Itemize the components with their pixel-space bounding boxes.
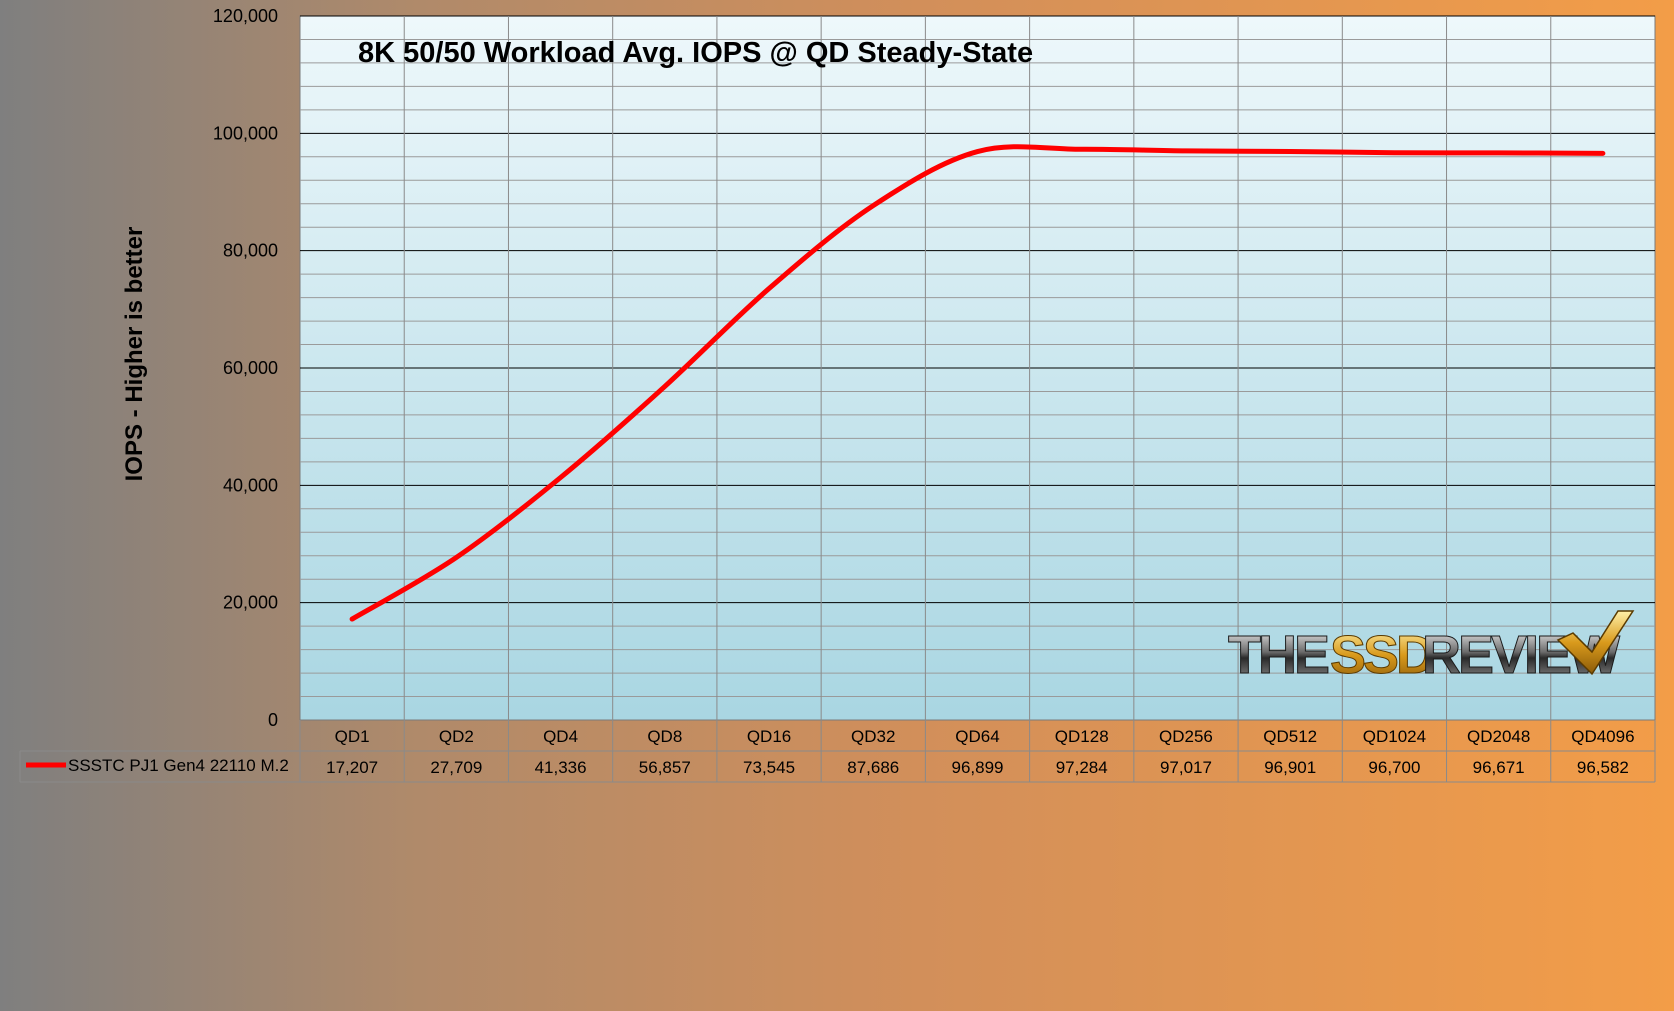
data-table-lines bbox=[19, 720, 1656, 783]
series-line bbox=[349, 144, 1606, 622]
category-label: QD2 bbox=[439, 727, 474, 746]
data-value-label: 97,017 bbox=[1160, 758, 1212, 777]
y-axis-label: IOPS - Higher is better bbox=[121, 227, 148, 482]
svg-text:SSD: SSD bbox=[1330, 625, 1433, 685]
y-tick-label: 80,000 bbox=[223, 241, 278, 261]
data-value-label: 96,700 bbox=[1368, 758, 1420, 777]
checkmark-icon bbox=[1556, 610, 1635, 676]
y-tick-label: 0 bbox=[268, 710, 278, 730]
category-label: QD256 bbox=[1159, 727, 1213, 746]
y-tick-label: 20,000 bbox=[223, 593, 278, 613]
data-value-label: 96,901 bbox=[1264, 758, 1316, 777]
y-tick-label: 100,000 bbox=[213, 123, 278, 143]
data-value-label: 56,857 bbox=[639, 758, 691, 777]
data-value-label: 96,582 bbox=[1577, 758, 1629, 777]
y-tick-label: 60,000 bbox=[223, 358, 278, 378]
category-label: QD8 bbox=[647, 727, 682, 746]
data-value-label: 87,686 bbox=[847, 758, 899, 777]
category-label: QD1 bbox=[335, 727, 370, 746]
y-axis-ticks: 0 20,000 40,000 60,000 80,000 100,000 120,000 bbox=[213, 6, 278, 730]
category-label: QD32 bbox=[851, 727, 895, 746]
category-label: QD128 bbox=[1055, 727, 1109, 746]
data-value-label: 96,671 bbox=[1473, 758, 1525, 777]
chart-title: 8K 50/50 Workload Avg. IOPS @ QD Steady-… bbox=[358, 37, 1033, 69]
category-labels: QD1 QD2 QD4 QD8 QD16 QD32 QD64 QD128 QD256 QD512 Q… bbox=[335, 727, 1635, 746]
data-value-label: 96,899 bbox=[952, 758, 1004, 777]
category-label: QD4096 bbox=[1571, 727, 1634, 746]
data-value-label: 73,545 bbox=[743, 758, 795, 777]
y-tick-label: 40,000 bbox=[223, 475, 278, 495]
data-value-label: 97,284 bbox=[1056, 758, 1108, 777]
category-label: QD1024 bbox=[1363, 727, 1426, 746]
data-value-label: 27,709 bbox=[430, 758, 482, 777]
legend-series-name: SSSTC PJ1 Gen4 22110 M.2 bbox=[68, 756, 289, 775]
data-table-values: 17,207 27,709 41,336 56,857 73,545 87,686 96,8… bbox=[326, 758, 1629, 777]
svg-text:THE: THE bbox=[1228, 625, 1328, 685]
category-gridlines bbox=[403, 16, 1552, 782]
category-label: QD512 bbox=[1263, 727, 1317, 746]
major-gridlines bbox=[300, 15, 1655, 604]
category-label: QD64 bbox=[955, 727, 999, 746]
minor-gridlines bbox=[300, 38, 1655, 698]
y-tick-label: 120,000 bbox=[213, 6, 278, 26]
watermark-logo: THE SSD REVIEW bbox=[1228, 610, 1635, 686]
category-label: QD2048 bbox=[1467, 727, 1530, 746]
data-value-label: 41,336 bbox=[535, 758, 587, 777]
category-label: QD4 bbox=[543, 727, 578, 746]
category-label: QD16 bbox=[747, 727, 791, 746]
data-value-label: 17,207 bbox=[326, 758, 378, 777]
